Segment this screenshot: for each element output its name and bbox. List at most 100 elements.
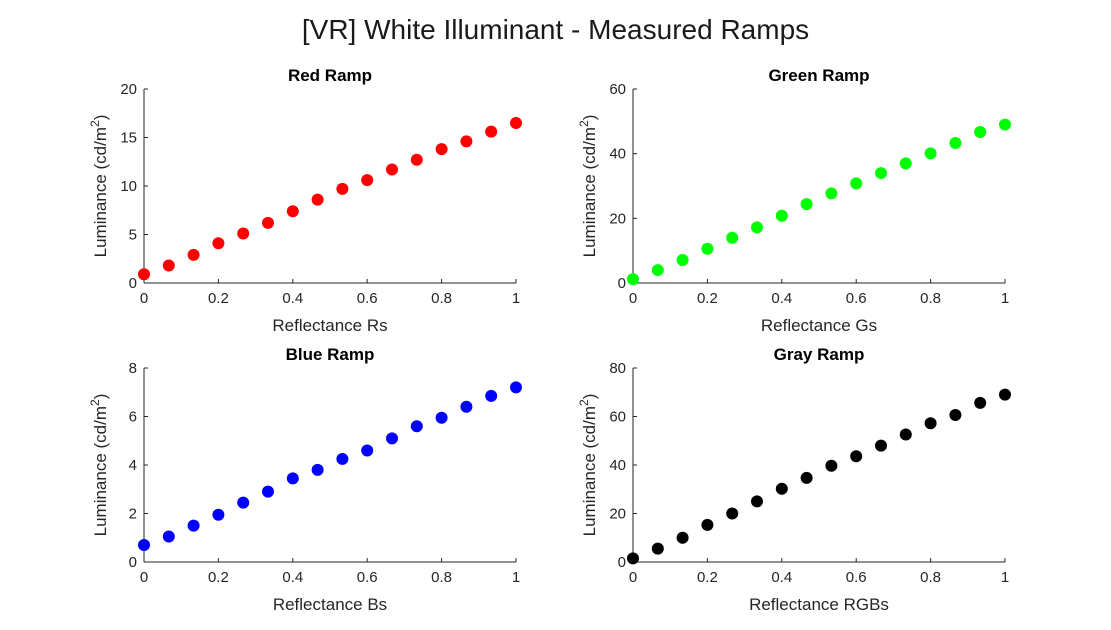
subplot-4: 0 0.2 0.4 0.6 0.8 1 0 20 40 60 80 Gray Ramp Reflecta…	[577, 345, 1011, 614]
y-tick-label: 8	[129, 360, 137, 377]
data-point	[138, 539, 150, 552]
data-point	[651, 542, 664, 555]
x-axis-label: Reflectance RGBs	[749, 595, 889, 614]
data-point	[999, 388, 1011, 401]
y-tick-label: 60	[609, 409, 626, 426]
data-point	[261, 216, 274, 229]
data-point	[899, 428, 912, 441]
x-tick-label: 0.8	[920, 290, 941, 307]
y-tick-label: 40	[609, 146, 626, 163]
figure-title: [VR] White Illuminant - Measured Ramps	[301, 14, 810, 45]
data-point	[924, 417, 937, 430]
y-axis-label: Luminance (cd/m2)	[577, 394, 599, 537]
x-tick-label: 0.2	[697, 569, 718, 586]
y-tick-label: 0	[129, 275, 137, 292]
x-tick-label: 0.8	[920, 569, 941, 586]
data-point	[949, 136, 962, 149]
data-point	[627, 273, 639, 286]
y-tick-label: 5	[129, 227, 137, 244]
y-axis-label-text: Luminance (cd/m	[580, 406, 599, 536]
data-point	[850, 450, 863, 463]
data-point	[775, 482, 788, 495]
data-point	[676, 531, 689, 544]
data-point	[974, 396, 987, 409]
y-axis-label: Luminance (cd/m2)	[88, 115, 110, 258]
data-point	[510, 116, 522, 129]
data-point	[924, 147, 937, 160]
x-tick-label: 0	[140, 290, 148, 307]
data-point	[212, 237, 225, 250]
data-point	[435, 143, 448, 156]
data-point	[850, 177, 863, 190]
subplot-3: 0 0.2 0.4 0.6 0.8 1 0 2 4 6 8 Blue Ramp Reflectance …	[88, 345, 522, 614]
y-tick-label: 20	[609, 210, 626, 227]
y-axis-label-superscript: 2	[88, 120, 102, 127]
data-point	[386, 163, 399, 176]
data-point	[162, 530, 175, 543]
y-tick-label: 10	[120, 178, 137, 195]
y-axis-label-superscript: 2	[577, 120, 591, 127]
y-tick-label: 20	[609, 506, 626, 523]
x-tick-label: 0.6	[357, 290, 378, 307]
x-tick-label: 0.2	[208, 290, 229, 307]
y-axis-label-text: Luminance (cd/m	[91, 406, 110, 536]
data-point	[651, 264, 664, 277]
data-point	[336, 452, 349, 465]
data-point	[875, 167, 888, 180]
data-point	[510, 381, 522, 394]
y-tick-label: 4	[129, 457, 137, 474]
data-point	[949, 409, 962, 422]
data-point	[187, 519, 200, 532]
x-tick-label: 0.8	[431, 290, 452, 307]
y-tick-label: 80	[609, 360, 626, 377]
data-point	[899, 157, 912, 170]
y-tick-label: 0	[129, 554, 137, 571]
data-point	[825, 187, 838, 200]
x-tick-label: 0.4	[771, 290, 792, 307]
y-axis-label-close: )	[580, 115, 599, 121]
data-point	[485, 125, 498, 138]
data-point	[237, 227, 250, 240]
data-point	[237, 496, 250, 509]
y-tick-label: 40	[609, 457, 626, 474]
data-point	[286, 472, 299, 485]
data-point	[311, 193, 324, 206]
data-point	[187, 248, 200, 261]
y-tick-label: 20	[120, 81, 137, 98]
x-tick-label: 0	[140, 569, 148, 586]
x-axis-label: Reflectance Rs	[272, 316, 387, 335]
x-tick-label: 0.4	[771, 569, 792, 586]
data-point	[410, 153, 423, 166]
x-tick-label: 0.4	[282, 569, 303, 586]
x-tick-label: 0	[629, 290, 637, 307]
x-tick-label: 0	[629, 569, 637, 586]
data-point	[750, 495, 763, 508]
y-tick-label: 2	[129, 506, 137, 523]
y-axis-label-text: Luminance (cd/m	[91, 127, 110, 257]
data-point	[627, 552, 639, 565]
x-tick-label: 0.2	[697, 290, 718, 307]
y-axis-label: Luminance (cd/m2)	[577, 115, 599, 258]
subplot-title: Blue Ramp	[286, 345, 375, 364]
data-point	[750, 221, 763, 234]
data-point	[286, 205, 299, 218]
y-axis-label-text: Luminance (cd/m	[580, 127, 599, 257]
y-tick-label: 60	[609, 81, 626, 98]
y-axis-label-close: )	[91, 394, 110, 400]
data-point	[162, 259, 175, 272]
data-point	[726, 231, 739, 244]
data-point	[999, 118, 1011, 131]
y-axis-label-superscript: 2	[88, 399, 102, 406]
data-point	[460, 135, 473, 148]
data-point	[825, 459, 838, 472]
x-tick-label: 0.6	[846, 569, 867, 586]
x-tick-label: 0.2	[208, 569, 229, 586]
data-point	[974, 126, 987, 139]
y-axis-label-close: )	[580, 394, 599, 400]
data-point	[676, 254, 689, 267]
data-point	[775, 209, 788, 222]
data-point	[800, 471, 813, 484]
subplot-title: Green Ramp	[768, 66, 869, 85]
